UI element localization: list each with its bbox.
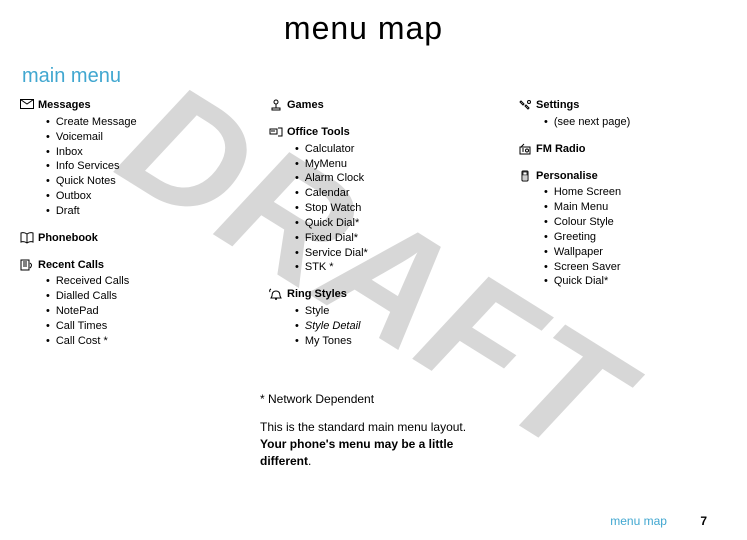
- phone-icon: [518, 170, 536, 182]
- list-item: Main Menu: [544, 200, 707, 215]
- list-item: (see next page): [544, 115, 707, 130]
- tools-icon: [269, 126, 287, 138]
- list-item: Quick Dial*: [544, 274, 707, 289]
- list-item: Screen Saver: [544, 260, 707, 275]
- joystick-icon: [269, 99, 287, 111]
- recent-calls-items: Received Calls Dialled Calls NotePad Cal…: [38, 274, 209, 348]
- page-title: menu map: [20, 10, 707, 47]
- personalise-items: Home Screen Main Menu Colour Style Greet…: [536, 185, 707, 289]
- list-item: Received Calls: [46, 274, 209, 289]
- list-item: NotePad: [46, 304, 209, 319]
- category-office-tools: Office Tools Calculator MyMenu Alarm Clo…: [269, 125, 458, 275]
- footnote-block: * Network Dependent This is the standard…: [260, 391, 490, 470]
- column-2: Games Office Tools Calculator MyMenu Ala…: [269, 98, 458, 361]
- list-item: Calculator: [295, 142, 458, 157]
- ring-styles-title: Ring Styles: [287, 287, 458, 302]
- footer-label: menu map: [610, 514, 667, 528]
- list-item: Call Cost *: [46, 334, 209, 349]
- category-ring-styles: Ring Styles Style Style Detail My Tones: [269, 287, 458, 348]
- list-item: Stop Watch: [295, 201, 458, 216]
- list-item: My Tones: [295, 334, 458, 349]
- settings-title: Settings: [536, 98, 707, 113]
- list-item: STK *: [295, 260, 458, 275]
- radio-icon: [518, 143, 536, 155]
- list-item: Quick Notes: [46, 174, 209, 189]
- list-item: Call Times: [46, 319, 209, 334]
- category-phonebook: Phonebook: [20, 231, 209, 246]
- fm-radio-title: FM Radio: [536, 142, 707, 157]
- list-item: Inbox: [46, 145, 209, 160]
- list-item: Service Dial*: [295, 246, 458, 261]
- list-item: Calendar: [295, 186, 458, 201]
- footer-page-number: 7: [700, 514, 707, 528]
- footnote-text: This is the standard main menu layout. Y…: [260, 419, 490, 469]
- games-title: Games: [287, 98, 458, 113]
- phonebook-title: Phonebook: [38, 231, 209, 246]
- list-item: Voicemail: [46, 130, 209, 145]
- list-item: Outbox: [46, 189, 209, 204]
- ring-styles-items: Style Style Detail My Tones: [287, 304, 458, 349]
- column-1: Messages Create Message Voicemail Inbox …: [20, 98, 209, 361]
- recent-calls-title: Recent Calls: [38, 258, 209, 273]
- personalise-title: Personalise: [536, 169, 707, 184]
- list-item: MyMenu: [295, 157, 458, 172]
- envelope-icon: [20, 99, 38, 109]
- menu-columns: Messages Create Message Voicemail Inbox …: [20, 98, 707, 361]
- column-3: Settings (see next page) FM Radio: [518, 98, 707, 361]
- list-item: Wallpaper: [544, 245, 707, 260]
- category-recent-calls: Recent Calls Received Calls Dialled Call…: [20, 258, 209, 349]
- list-item: Dialled Calls: [46, 289, 209, 304]
- list-item: Home Screen: [544, 185, 707, 200]
- book-icon: [20, 232, 38, 244]
- list-item: Draft: [46, 204, 209, 219]
- phone-log-icon: [20, 259, 38, 271]
- list-item: Create Message: [46, 115, 209, 130]
- category-messages: Messages Create Message Voicemail Inbox …: [20, 98, 209, 219]
- category-fm-radio: FM Radio: [518, 142, 707, 157]
- section-title: main menu: [22, 65, 707, 88]
- settings-items: (see next page): [536, 115, 707, 130]
- messages-items: Create Message Voicemail Inbox Info Serv…: [38, 115, 209, 219]
- messages-title: Messages: [38, 98, 209, 113]
- list-item: Alarm Clock: [295, 171, 458, 186]
- list-item: Quick Dial*: [295, 216, 458, 231]
- category-settings: Settings (see next page): [518, 98, 707, 130]
- wrench-icon: [518, 99, 536, 111]
- list-item: Style: [295, 304, 458, 319]
- list-item: Greeting: [544, 230, 707, 245]
- list-item: Fixed Dial*: [295, 231, 458, 246]
- category-personalise: Personalise Home Screen Main Menu Colour…: [518, 169, 707, 290]
- list-item: Info Services: [46, 159, 209, 174]
- list-item: Colour Style: [544, 215, 707, 230]
- list-item: Style Detail: [295, 319, 458, 334]
- office-tools-title: Office Tools: [287, 125, 458, 140]
- page-footer: menu map 7: [610, 514, 707, 528]
- office-tools-items: Calculator MyMenu Alarm Clock Calendar S…: [287, 142, 458, 276]
- bell-icon: [269, 288, 287, 300]
- footnote-star: * Network Dependent: [260, 391, 490, 408]
- category-games: Games: [269, 98, 458, 113]
